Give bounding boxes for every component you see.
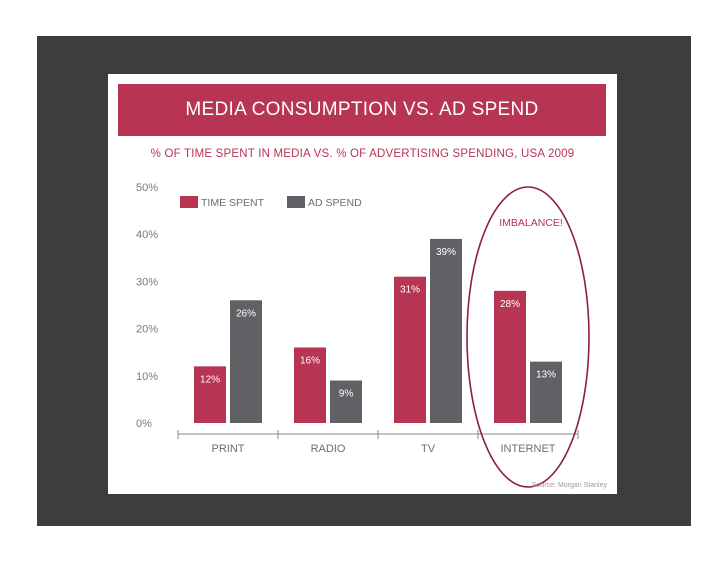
y-tick-label: 10% (136, 371, 158, 383)
x-tick-label: TV (421, 443, 436, 455)
slide: MEDIA CONSUMPTION VS. AD SPEND % OF TIME… (108, 74, 617, 494)
bar (494, 290, 526, 423)
data-label: 13% (536, 370, 556, 381)
imbalance-annotation: IMBALANCE! (499, 217, 563, 229)
bar (394, 276, 426, 423)
y-tick-label: 20% (136, 324, 158, 336)
y-tick-label: 40% (136, 229, 158, 241)
bar (230, 300, 262, 423)
data-label: 39% (436, 247, 456, 258)
imbalance-ellipse (466, 186, 590, 488)
legend-label: TIME SPENT (201, 197, 265, 209)
slide-title: MEDIA CONSUMPTION VS. AD SPEND (185, 99, 539, 120)
y-tick-label: 50% (136, 182, 158, 194)
legend-swatch (287, 196, 305, 208)
data-label: 9% (339, 389, 354, 400)
data-label: 28% (500, 299, 520, 310)
data-label: 16% (300, 355, 320, 366)
y-tick-label: 30% (136, 276, 158, 288)
legend-label: AD SPEND (308, 197, 362, 209)
bar (294, 347, 326, 423)
x-tick-label: INTERNET (501, 443, 556, 455)
y-tick-label: 0% (136, 418, 152, 430)
title-bar: MEDIA CONSUMPTION VS. AD SPEND (118, 84, 606, 136)
bar-chart: 0% 10% 20% 30% 40% 50% PRINT 12% 26% RADIO 16% 9% TV… (136, 182, 590, 488)
data-label: 12% (200, 374, 220, 385)
bar (330, 380, 362, 423)
legend-swatch (180, 196, 198, 208)
data-label: 26% (236, 308, 256, 319)
x-tick-label: RADIO (311, 443, 346, 455)
x-tick-label: PRINT (212, 443, 245, 455)
bar (530, 361, 562, 423)
source-note: Source: Morgan Stanley (531, 482, 607, 489)
bar (194, 366, 226, 423)
data-label: 31% (400, 285, 420, 296)
chart-subtitle: % OF TIME SPENT IN MEDIA VS. % OF ADVERT… (150, 148, 575, 160)
bar (430, 238, 462, 423)
